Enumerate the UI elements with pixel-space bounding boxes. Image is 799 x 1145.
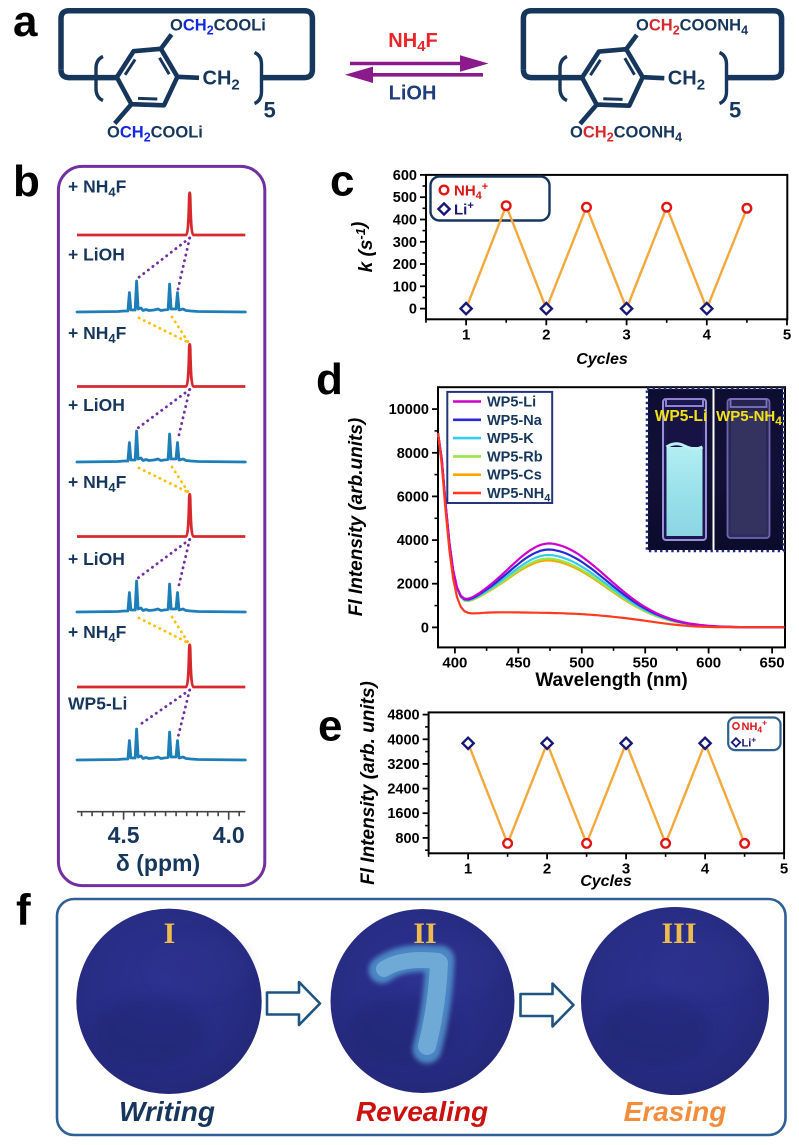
svg-text:2: 2	[542, 326, 550, 343]
svg-text:10000: 10000	[389, 402, 429, 418]
svg-text:4: 4	[703, 326, 712, 343]
svg-text:+ NH4F: + NH4F	[68, 472, 127, 495]
svg-text:650: 650	[760, 654, 785, 671]
svg-text:+ NH4F: + NH4F	[68, 622, 127, 645]
svg-text:Fl Intensity (arb.units): Fl Intensity (arb.units)	[346, 418, 367, 616]
svg-text:200: 200	[393, 257, 417, 273]
svg-text:+ LiOH: + LiOH	[68, 395, 125, 415]
svg-text:400: 400	[442, 654, 467, 671]
svg-text:4.5: 4.5	[108, 822, 140, 848]
svg-text:Fl Intensity (arb. units): Fl Intensity (arb. units)	[358, 681, 379, 885]
svg-text:550: 550	[633, 654, 658, 671]
svg-text:5: 5	[729, 98, 741, 123]
svg-text:8000: 8000	[397, 446, 429, 462]
svg-text:WP5-Li: WP5-Li	[68, 694, 127, 714]
svg-text:LiOH: LiOH	[389, 83, 437, 105]
svg-text:c: c	[330, 157, 354, 206]
svg-text:3200: 3200	[387, 757, 419, 773]
svg-text:WP5-Li: WP5-Li	[487, 395, 536, 411]
svg-text:OCH2COONH4: OCH2COONH4	[636, 17, 748, 38]
svg-text:600: 600	[393, 168, 417, 184]
svg-text:4800: 4800	[387, 708, 419, 724]
svg-text:III: III	[661, 917, 696, 950]
svg-text:WP5-NH4: WP5-NH4	[716, 408, 782, 428]
svg-text:2000: 2000	[397, 577, 429, 593]
svg-text:Revealing: Revealing	[356, 1096, 488, 1127]
svg-text:500: 500	[393, 190, 417, 206]
svg-text:CH2: CH2	[668, 68, 705, 94]
svg-text:Erasing: Erasing	[624, 1096, 727, 1127]
svg-text:4000: 4000	[397, 533, 429, 549]
svg-text:100: 100	[393, 279, 417, 295]
svg-text:3: 3	[622, 860, 630, 877]
svg-text:OCH2COOLi: OCH2COOLi	[107, 124, 203, 145]
svg-text:5: 5	[264, 98, 276, 123]
svg-text:500: 500	[569, 654, 594, 671]
svg-text:+ LiOH: + LiOH	[68, 245, 125, 265]
svg-text:+ LiOH: + LiOH	[68, 549, 125, 569]
svg-text:f: f	[16, 886, 31, 935]
svg-text:0: 0	[409, 302, 417, 318]
svg-text:1: 1	[464, 860, 472, 877]
svg-text:b: b	[13, 157, 40, 206]
svg-text:WP5-Na: WP5-Na	[487, 413, 543, 429]
svg-text:I: I	[164, 917, 176, 950]
svg-text:600: 600	[696, 654, 721, 671]
svg-text:WP5-NH4: WP5-NH4	[487, 486, 551, 505]
svg-text:WP5-K: WP5-K	[487, 431, 534, 447]
svg-text:a: a	[13, 0, 38, 46]
svg-text:300: 300	[393, 235, 417, 251]
svg-text:Cycles: Cycles	[576, 351, 628, 368]
svg-text:4.0: 4.0	[213, 822, 245, 848]
svg-text:800: 800	[395, 831, 419, 847]
svg-text:δ (ppm): δ (ppm)	[116, 850, 200, 876]
svg-text:OCH2COOLi: OCH2COOLi	[170, 17, 266, 38]
svg-text:1: 1	[462, 326, 470, 343]
svg-text:Wavelength (nm): Wavelength (nm)	[535, 670, 687, 691]
svg-text:1600: 1600	[387, 806, 419, 822]
svg-text:6000: 6000	[397, 489, 429, 505]
svg-text:0: 0	[421, 620, 429, 636]
svg-text:4: 4	[701, 860, 710, 877]
svg-text:3: 3	[622, 326, 630, 343]
svg-text:+ NH4F: + NH4F	[68, 323, 127, 346]
svg-text:2: 2	[543, 860, 551, 877]
svg-text:4000: 4000	[387, 732, 419, 748]
svg-text:5: 5	[783, 326, 791, 343]
svg-text:WP5-Cs: WP5-Cs	[487, 468, 542, 484]
svg-text:Cycles: Cycles	[580, 873, 632, 890]
svg-text:Writing: Writing	[119, 1096, 215, 1127]
svg-text:2400: 2400	[387, 782, 419, 798]
svg-text:NH4F: NH4F	[388, 30, 437, 55]
svg-text:e: e	[318, 702, 342, 751]
svg-text:400: 400	[393, 212, 417, 228]
svg-text:d: d	[316, 355, 343, 404]
svg-text:+ NH4F: + NH4F	[68, 177, 127, 200]
svg-text:WP5-Li: WP5-Li	[655, 408, 708, 425]
svg-text:450: 450	[506, 654, 531, 671]
svg-text:CH2: CH2	[203, 68, 240, 94]
svg-text:OCH2COONH4: OCH2COONH4	[570, 124, 682, 145]
svg-text:5: 5	[780, 860, 788, 877]
svg-text:WP5-Rb: WP5-Rb	[487, 449, 543, 465]
svg-text:k (s-1): k (s-1)	[349, 222, 377, 273]
svg-text:II: II	[413, 917, 436, 950]
